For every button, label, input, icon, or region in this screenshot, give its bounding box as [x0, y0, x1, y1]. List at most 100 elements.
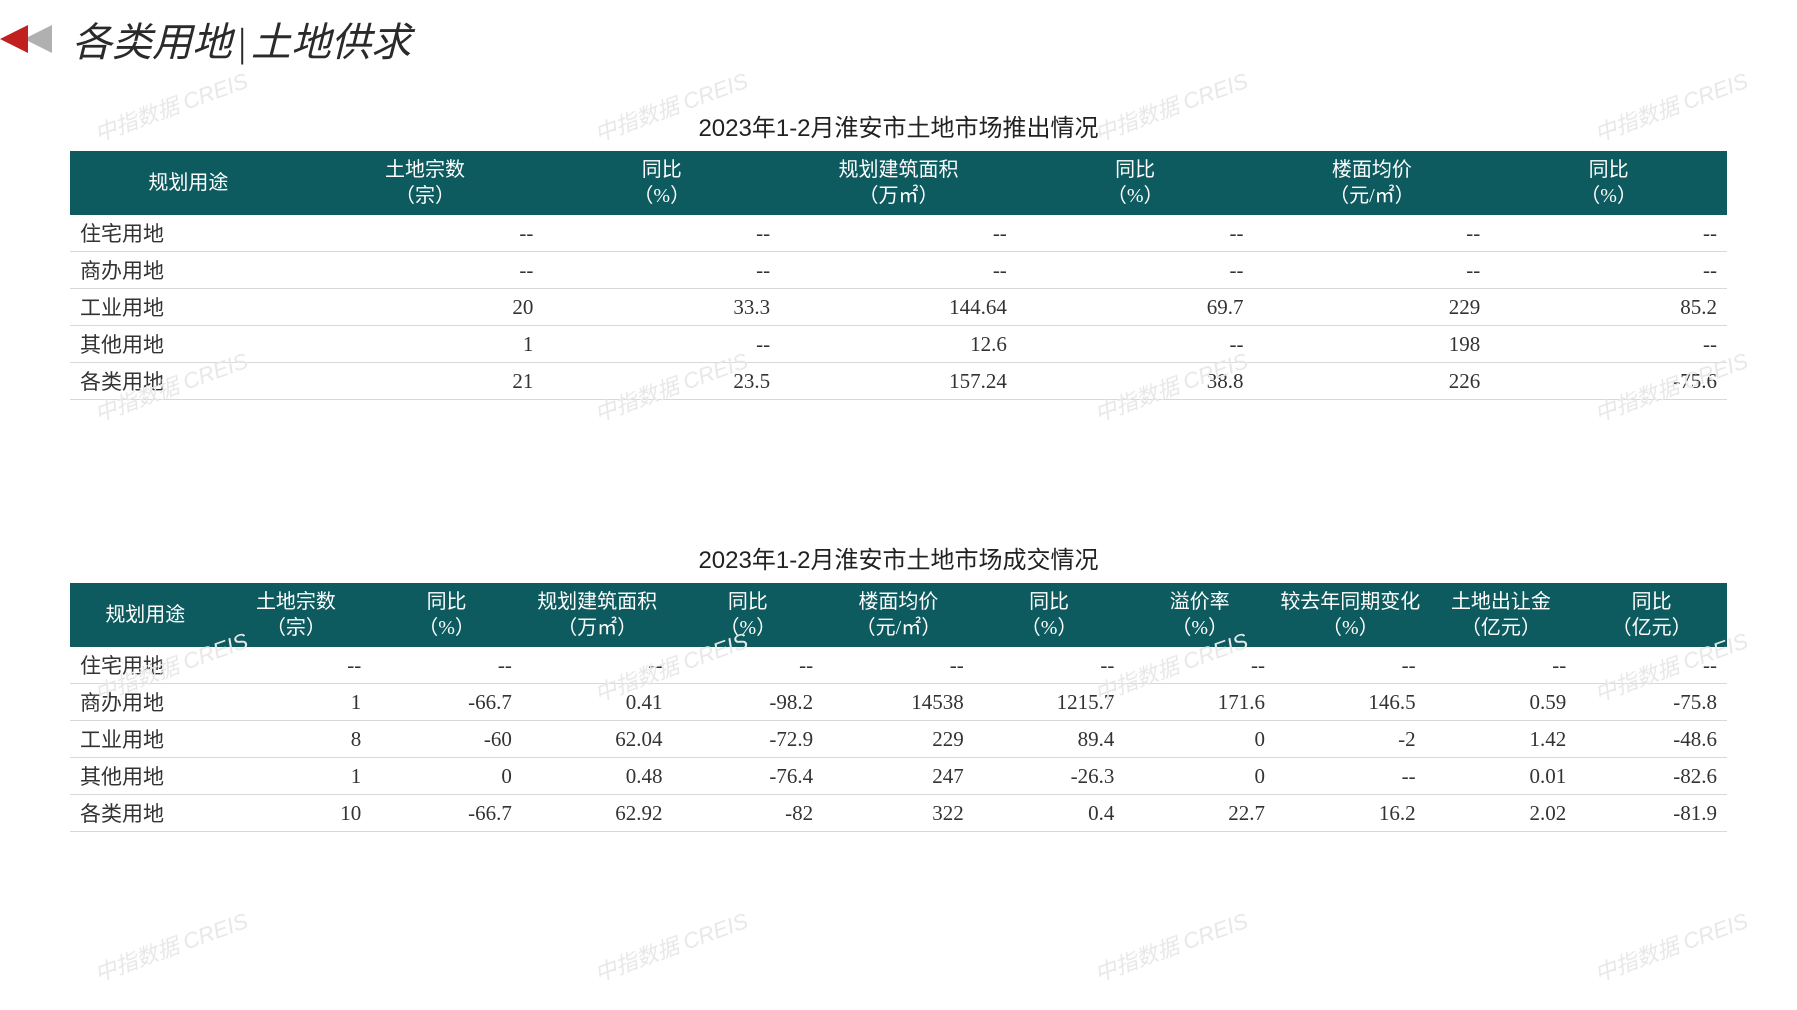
table-cell: 21 — [307, 363, 544, 400]
table-cell: 8 — [221, 721, 372, 758]
table-cell: 146.5 — [1275, 684, 1426, 721]
table-cell: 0 — [371, 758, 522, 795]
table-cell: 1 — [221, 758, 372, 795]
table-row: 其他用地1--12.6--198-- — [70, 326, 1727, 363]
table-cell: -72.9 — [673, 721, 824, 758]
table-cell: 14538 — [823, 684, 974, 721]
table-cell: -48.6 — [1576, 721, 1727, 758]
page-title: 各类用地|土地供求 — [72, 10, 411, 68]
table-cell: -- — [673, 647, 824, 684]
table-cell: 226 — [1254, 363, 1491, 400]
title-separator: | — [236, 20, 247, 65]
table-cell: 89.4 — [974, 721, 1125, 758]
column-header: 同比（亿元） — [1576, 583, 1727, 647]
table-cell: -- — [1017, 215, 1254, 252]
column-header: 同比（%） — [543, 151, 780, 215]
column-header: 同比（%） — [673, 583, 824, 647]
column-header: 楼面均价（元/㎡） — [823, 583, 974, 647]
table-cell: -- — [1254, 215, 1491, 252]
table-cell: 69.7 — [1017, 289, 1254, 326]
table-cell: 85.2 — [1490, 289, 1727, 326]
table-cell: -- — [1017, 326, 1254, 363]
table-cell: 22.7 — [1124, 795, 1275, 832]
column-header: 同比（%） — [1490, 151, 1727, 215]
watermark: 中指数据 CREIS — [1089, 903, 1252, 988]
column-header: 规划建筑面积（万㎡） — [522, 583, 673, 647]
table-cell: 33.3 — [543, 289, 780, 326]
table-cell: 16.2 — [1275, 795, 1426, 832]
table-cell: 144.64 — [780, 289, 1017, 326]
table-cell: -66.7 — [371, 684, 522, 721]
table-cell: 2.02 — [1426, 795, 1577, 832]
table-cell: 38.8 — [1017, 363, 1254, 400]
table-cell: -76.4 — [673, 758, 824, 795]
table-cell: 198 — [1254, 326, 1491, 363]
table-cell: -60 — [371, 721, 522, 758]
table-cell: 62.92 — [522, 795, 673, 832]
table-cell: 247 — [823, 758, 974, 795]
watermark: 中指数据 CREIS — [1589, 903, 1752, 988]
table-row: 工业用地2033.3144.6469.722985.2 — [70, 289, 1727, 326]
column-header: 较去年同期变化（%） — [1275, 583, 1426, 647]
table-row: 商办用地------------ — [70, 252, 1727, 289]
table-cell: -- — [371, 647, 522, 684]
column-header: 规划用途 — [70, 583, 221, 647]
table-cell: 各类用地 — [70, 795, 221, 832]
table-cell: -- — [221, 647, 372, 684]
title-part1: 各类用地 — [72, 20, 232, 65]
table-cell: -75.8 — [1576, 684, 1727, 721]
land-supply-table: 规划用途土地宗数（宗）同比（%）规划建筑面积（万㎡）同比（%）楼面均价（元/㎡）… — [70, 151, 1727, 400]
table-cell: -- — [522, 647, 673, 684]
column-header: 规划用途 — [70, 151, 307, 215]
table-cell: 工业用地 — [70, 721, 221, 758]
table-cell: -- — [823, 647, 974, 684]
table-cell: -- — [1490, 215, 1727, 252]
table-cell: -26.3 — [974, 758, 1125, 795]
table-cell: -- — [780, 215, 1017, 252]
table-cell: 10 — [221, 795, 372, 832]
table-row: 住宅用地-------------------- — [70, 647, 1727, 684]
table-cell: 0.41 — [522, 684, 673, 721]
table-cell: -- — [780, 252, 1017, 289]
table-cell: 各类用地 — [70, 363, 307, 400]
table1-title: 2023年1-2月淮安市土地市场推出情况 — [70, 108, 1727, 143]
table-cell: 1 — [307, 326, 544, 363]
column-header: 楼面均价（元/㎡） — [1254, 151, 1491, 215]
table-cell: 1215.7 — [974, 684, 1125, 721]
table-cell: 171.6 — [1124, 684, 1275, 721]
table-cell: -- — [1490, 326, 1727, 363]
table-cell: 0.59 — [1426, 684, 1577, 721]
table-cell: -81.9 — [1576, 795, 1727, 832]
table-cell: 0 — [1124, 721, 1275, 758]
table-row: 商办用地1-66.70.41-98.2145381215.7171.6146.5… — [70, 684, 1727, 721]
table-cell: 住宅用地 — [70, 215, 307, 252]
table-cell: 商办用地 — [70, 684, 221, 721]
table-cell: 12.6 — [780, 326, 1017, 363]
column-header: 土地宗数（宗） — [307, 151, 544, 215]
table-cell: 住宅用地 — [70, 647, 221, 684]
table-row: 住宅用地------------ — [70, 215, 1727, 252]
table-row: 各类用地10-66.762.92-823220.422.716.22.02-81… — [70, 795, 1727, 832]
table-cell: -- — [1254, 252, 1491, 289]
table-cell: -- — [1124, 647, 1275, 684]
table-cell: -82.6 — [1576, 758, 1727, 795]
table-cell: 229 — [1254, 289, 1491, 326]
table-cell: 商办用地 — [70, 252, 307, 289]
table-row: 各类用地2123.5157.2438.8226-75.6 — [70, 363, 1727, 400]
table-cell: -- — [543, 215, 780, 252]
column-header: 同比（%） — [371, 583, 522, 647]
watermark: 中指数据 CREIS — [89, 903, 252, 988]
column-header: 同比（%） — [974, 583, 1125, 647]
table-cell: 157.24 — [780, 363, 1017, 400]
table-cell: -- — [307, 215, 544, 252]
logo-icon — [0, 25, 72, 53]
table-cell: -- — [1017, 252, 1254, 289]
table-cell: -2 — [1275, 721, 1426, 758]
table2-title: 2023年1-2月淮安市土地市场成交情况 — [70, 540, 1727, 575]
table-cell: 62.04 — [522, 721, 673, 758]
table-cell: -66.7 — [371, 795, 522, 832]
table-cell: -- — [1490, 252, 1727, 289]
table-cell: -- — [1426, 647, 1577, 684]
table-cell: -98.2 — [673, 684, 824, 721]
table-cell: -75.6 — [1490, 363, 1727, 400]
